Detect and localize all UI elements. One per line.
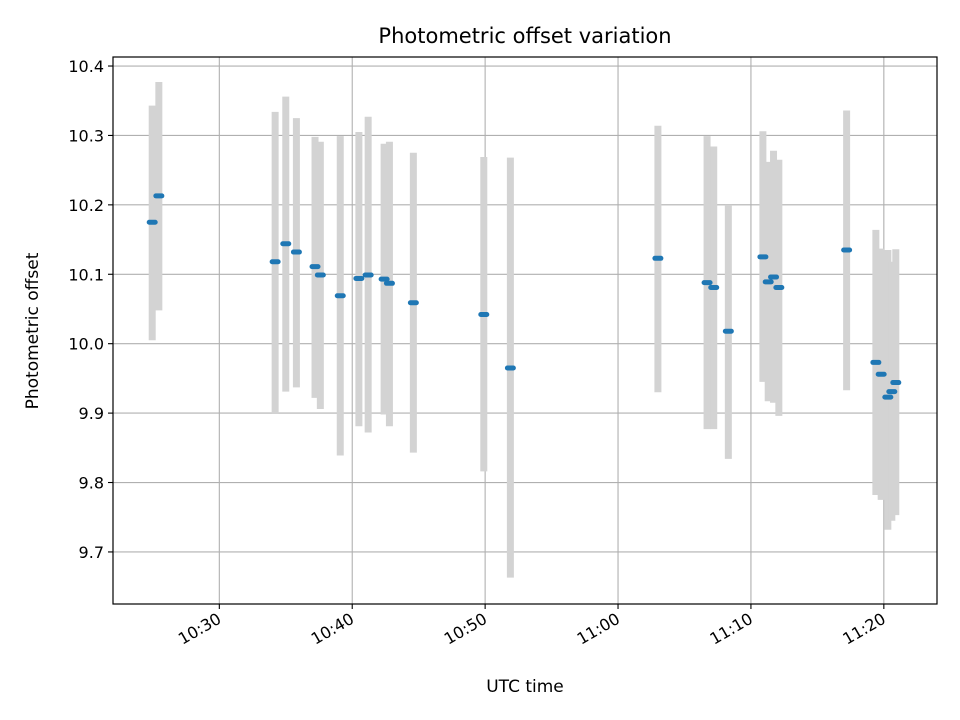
data-point — [882, 394, 894, 400]
y-axis-label: Photometric offset — [23, 252, 43, 409]
y-axis-ticks: 9.7 9.8 9.9 10.0 10.1 10.2 10.3 10.4 — [68, 57, 113, 562]
data-point — [407, 300, 419, 306]
x-axis-label: UTC time — [486, 677, 564, 697]
data-point — [334, 293, 346, 299]
chart-title: Photometric offset variation — [378, 24, 671, 48]
data-point — [362, 272, 374, 278]
data-point — [378, 276, 390, 282]
data-point — [722, 328, 734, 334]
y-tick-label: 9.7 — [79, 543, 104, 562]
data-point — [768, 274, 780, 280]
data-point — [875, 371, 887, 377]
y-tick-label: 10.1 — [68, 265, 104, 284]
data-point — [886, 389, 898, 395]
data-point — [773, 284, 785, 290]
y-tick-label: 9.8 — [79, 474, 104, 493]
y-tick-label: 10.4 — [68, 57, 104, 76]
data-point — [708, 284, 720, 290]
data-point — [841, 247, 853, 253]
data-point — [269, 259, 281, 265]
data-point — [146, 219, 158, 225]
data-point — [504, 365, 516, 371]
data-point — [757, 254, 769, 260]
data-point — [701, 280, 713, 286]
data-point — [652, 255, 664, 261]
data-point — [478, 312, 490, 318]
data-point — [314, 272, 326, 278]
plot-frame — [112, 56, 938, 605]
y-tick-label: 9.9 — [79, 404, 104, 423]
data-point — [383, 280, 395, 286]
y-tick-label: 10.2 — [68, 196, 104, 215]
data-points — [146, 193, 902, 400]
y-tick-label: 10.3 — [68, 126, 104, 145]
data-point — [762, 279, 774, 285]
data-point — [153, 193, 165, 199]
data-point — [870, 359, 882, 365]
data-point — [290, 249, 302, 255]
data-point — [890, 380, 902, 386]
data-point — [280, 241, 292, 247]
y-tick-label: 10.0 — [68, 335, 104, 354]
data-point — [353, 275, 365, 281]
data-point — [309, 264, 321, 270]
